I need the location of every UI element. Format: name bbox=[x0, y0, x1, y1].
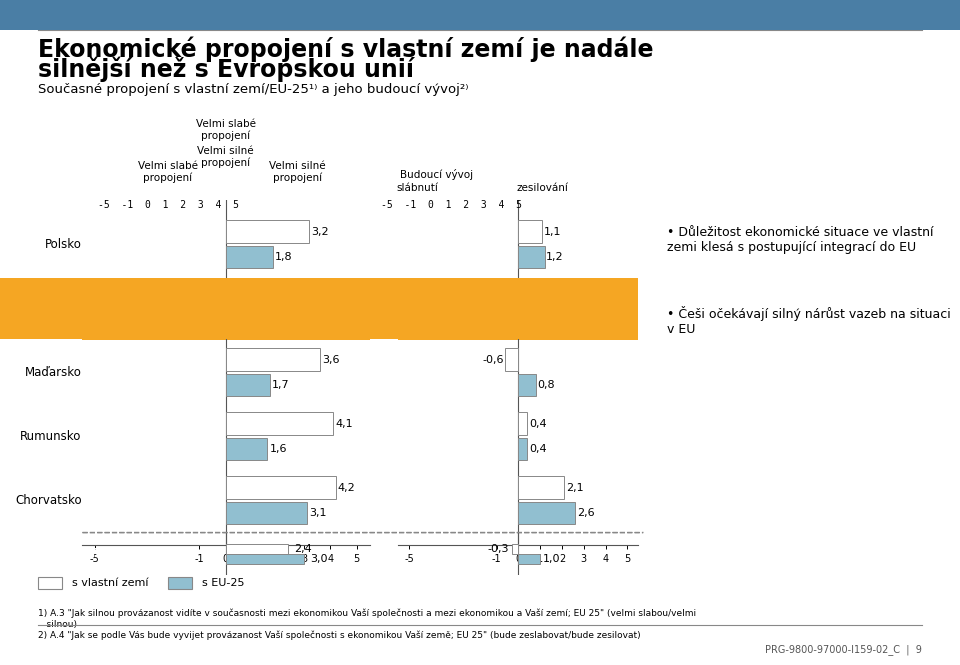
Text: 4,2: 4,2 bbox=[338, 483, 355, 493]
Text: Budoucí vývoj: Budoucí vývoj bbox=[400, 168, 473, 180]
Bar bbox=[518, 246, 544, 269]
Text: 0,4: 0,4 bbox=[529, 419, 546, 429]
Text: -0,3: -0,3 bbox=[488, 544, 509, 554]
Text: 1,2: 1,2 bbox=[546, 252, 564, 262]
Bar bbox=[226, 220, 309, 243]
Text: 2,6: 2,6 bbox=[577, 508, 594, 518]
Text: Velmi silné
propojení: Velmi silné propojení bbox=[270, 161, 325, 183]
Bar bbox=[226, 438, 268, 460]
Bar bbox=[226, 555, 304, 565]
Text: 1,1: 1,1 bbox=[544, 291, 562, 301]
Bar bbox=[518, 502, 575, 525]
Text: 1,7: 1,7 bbox=[273, 380, 290, 390]
Text: silnou): silnou) bbox=[38, 620, 78, 630]
Text: 3,2: 3,2 bbox=[311, 227, 329, 237]
FancyBboxPatch shape bbox=[82, 279, 370, 340]
Text: 3,0: 3,0 bbox=[310, 555, 327, 565]
Text: 3,1: 3,1 bbox=[309, 508, 326, 518]
Text: 1,6: 1,6 bbox=[270, 444, 287, 454]
Text: • Důležitost ekonomické situace ve vlastní zemi klesá s postupující integrací do: • Důležitost ekonomické situace ve vlast… bbox=[667, 226, 934, 254]
Bar bbox=[226, 502, 307, 525]
Text: Rakousko: Rakousko bbox=[82, 547, 157, 560]
Text: 1,0: 1,0 bbox=[543, 555, 561, 565]
Text: Velmi silné
propojení: Velmi silné propojení bbox=[198, 146, 253, 168]
Bar bbox=[226, 412, 333, 435]
Text: 2,4: 2,4 bbox=[291, 316, 308, 326]
Text: 3,6: 3,6 bbox=[322, 354, 340, 364]
Text: PRG-9800-97000-I159-02_C  |  9: PRG-9800-97000-I159-02_C | 9 bbox=[765, 644, 922, 655]
Bar bbox=[518, 412, 527, 435]
Text: -0,6: -0,6 bbox=[482, 354, 504, 364]
Text: 2,0: 2,0 bbox=[564, 316, 582, 326]
Text: Současné propojení s vlastní zemí/EU-25¹⁾ a jeho budoucí vývoj²⁾: Současné propojení s vlastní zemí/EU-25¹… bbox=[38, 83, 468, 96]
Text: 3,5: 3,5 bbox=[320, 291, 337, 301]
Text: 1,8: 1,8 bbox=[275, 252, 293, 262]
Text: Velmi slabé
propojení: Velmi slabé propojení bbox=[196, 118, 255, 141]
Bar bbox=[518, 310, 562, 332]
Text: 2,1: 2,1 bbox=[566, 483, 584, 493]
Text: Ekonomické propojení s vlastní zemí je nadále: Ekonomické propojení s vlastní zemí je n… bbox=[38, 37, 654, 62]
Text: • Češi očekávají silný nárůst vazeb na situaci v EU: • Češi očekávají silný nárůst vazeb na s… bbox=[667, 306, 951, 336]
Bar bbox=[518, 555, 540, 565]
Text: zesilování: zesilování bbox=[516, 183, 568, 193]
Bar bbox=[518, 285, 542, 307]
Text: 2,4: 2,4 bbox=[294, 544, 312, 554]
Bar bbox=[518, 374, 536, 396]
Text: -5  -1  0  1  2  3  4  5: -5 -1 0 1 2 3 4 5 bbox=[381, 200, 521, 209]
Text: 0,8: 0,8 bbox=[538, 380, 555, 390]
Bar bbox=[512, 544, 518, 553]
Bar bbox=[518, 438, 527, 460]
Bar bbox=[226, 374, 270, 396]
Bar bbox=[226, 348, 320, 371]
Text: Chorvatsko: Chorvatsko bbox=[15, 494, 82, 507]
Text: 1) A.3 "Jak silnou provázanost vidíte v současnosti mezi ekonomikou Vaší společn: 1) A.3 "Jak silnou provázanost vidíte v … bbox=[38, 608, 697, 618]
Text: Polsko: Polsko bbox=[45, 238, 82, 251]
Bar bbox=[226, 285, 317, 307]
Bar bbox=[226, 476, 336, 499]
FancyBboxPatch shape bbox=[398, 279, 638, 340]
Text: Velmi slabé
propojení: Velmi slabé propojení bbox=[138, 161, 198, 183]
Text: 1,1: 1,1 bbox=[544, 227, 562, 237]
Text: -5  -1  0  1  2  3  4  5: -5 -1 0 1 2 3 4 5 bbox=[98, 200, 238, 209]
Text: s vlastní zemí: s vlastní zemí bbox=[72, 577, 149, 588]
Text: Maďarsko: Maďarsko bbox=[25, 366, 82, 379]
Text: 4,1: 4,1 bbox=[335, 419, 352, 429]
Text: 2) A.4 "Jak se podle Vás bude vyvijet provázanost Vaší společnosti s ekonomikou : 2) A.4 "Jak se podle Vás bude vyvijet pr… bbox=[38, 630, 641, 640]
Text: Rumunsko: Rumunsko bbox=[20, 430, 82, 443]
Bar bbox=[226, 310, 288, 332]
Text: Česká
republika: Česká republika bbox=[19, 295, 82, 323]
Text: 0,4: 0,4 bbox=[529, 444, 546, 454]
Text: silnější než s Evropskou unií: silnější než s Evropskou unií bbox=[38, 57, 415, 82]
Bar bbox=[226, 246, 273, 269]
Bar bbox=[518, 476, 564, 499]
Bar bbox=[505, 348, 518, 371]
Bar bbox=[518, 220, 542, 243]
Text: slábnutí: slábnutí bbox=[396, 183, 439, 193]
Text: s EU-25: s EU-25 bbox=[202, 577, 244, 588]
Bar bbox=[226, 544, 288, 553]
